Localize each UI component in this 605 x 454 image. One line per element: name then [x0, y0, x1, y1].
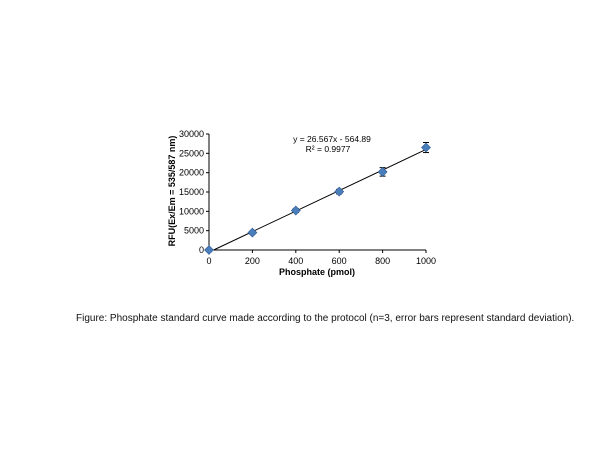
trendline-r-squared: R² = 0.9977	[306, 144, 351, 154]
trendline	[213, 149, 427, 251]
data-point	[421, 142, 431, 153]
y-tick-label: 30000	[179, 129, 204, 139]
y-axis-ticks: 0 5000 10000 15000 20000 25000 30000	[179, 129, 209, 255]
x-tick-label: 400	[288, 256, 303, 266]
y-tick-label: 5000	[184, 226, 204, 236]
trendline-equation: y = 26.567x - 564.89	[293, 134, 371, 144]
data-point	[290, 205, 301, 216]
y-tick-label: 10000	[179, 206, 204, 216]
x-tick-label: 600	[332, 256, 347, 266]
data-point	[247, 227, 258, 238]
data-points	[204, 142, 431, 255]
x-tick-label: 1000	[416, 256, 436, 266]
y-tick-label: 20000	[179, 168, 204, 178]
data-point	[334, 186, 345, 197]
y-tick-label: 15000	[179, 187, 204, 197]
data-point	[377, 166, 388, 177]
y-axis-title: RFU(Ex/Em = 535/587 nm)	[167, 136, 177, 247]
y-tick-label: 0	[199, 245, 204, 255]
x-tick-label: 0	[206, 256, 211, 266]
data-point	[204, 245, 214, 255]
x-axis-title: Phosphate (pmol)	[279, 267, 355, 277]
x-tick-label: 200	[245, 256, 260, 266]
y-tick-label: 25000	[179, 148, 204, 158]
figure-caption: Figure: Phosphate standard curve made ac…	[76, 313, 575, 324]
x-axis-ticks: 0 200 400 600 800 1000	[206, 250, 436, 266]
x-tick-label: 800	[375, 256, 390, 266]
